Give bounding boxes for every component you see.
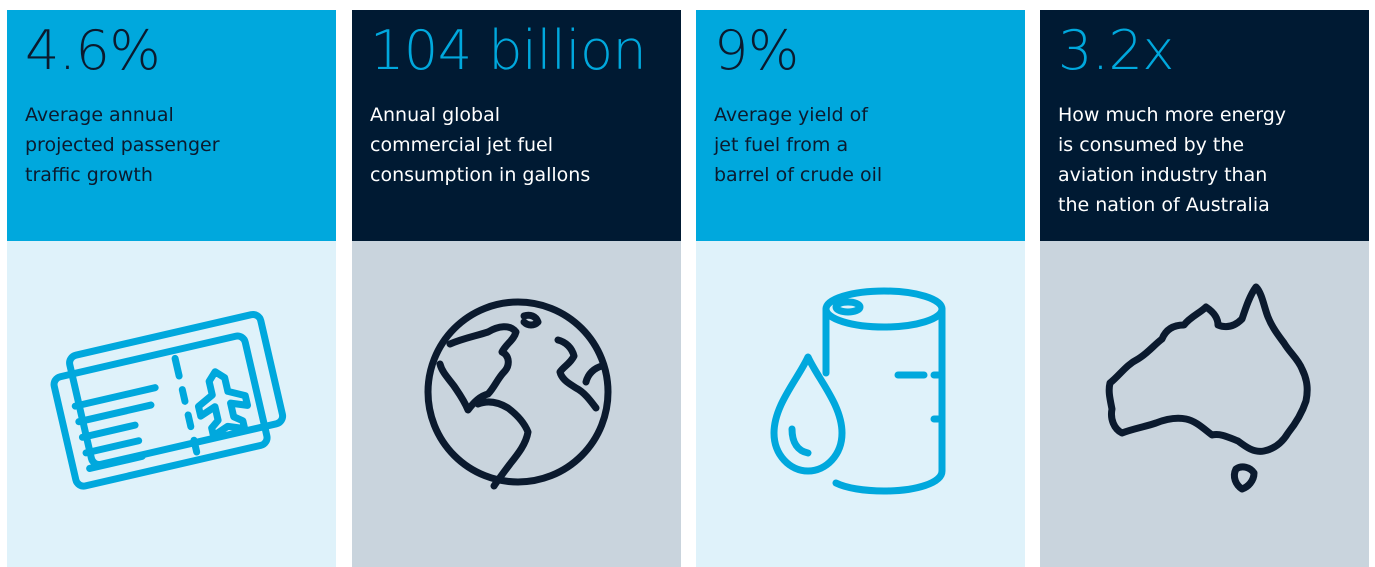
stat-value: 4.6% <box>25 19 161 82</box>
stat-card-passenger-growth: 4.6% Average annual projected passenger … <box>7 10 336 567</box>
ticket-icon <box>50 310 287 490</box>
oil-barrel-icon <box>770 287 946 495</box>
stat-card-illustration <box>696 241 1025 567</box>
stat-card-jet-fuel-consumption: 104 billion Annual global commercial jet… <box>352 10 681 567</box>
stat-card-aviation-energy: 3.2x How much more energy is consumed by… <box>1040 10 1369 567</box>
australia-map-icon <box>1105 283 1311 493</box>
stat-description: How much more energy is consumed by the … <box>1058 104 1287 216</box>
globe-icon <box>424 298 612 490</box>
stats-row: 4.6% Average annual projected passenger … <box>7 10 1369 567</box>
stat-value: 9% <box>714 19 799 82</box>
stat-description: Average annual projected passenger traff… <box>25 104 220 186</box>
stat-card-illustration <box>7 241 336 567</box>
stat-description: Average yield of jet fuel from a barrel … <box>714 104 883 186</box>
stat-card-header: 3.2x How much more energy is consumed by… <box>1040 10 1369 241</box>
stat-value: 104 billion <box>370 19 647 82</box>
stat-card-header: 9% Average yield of jet fuel from a barr… <box>696 10 1025 241</box>
stat-description: Annual global commercial jet fuel consum… <box>370 104 591 186</box>
stat-value: 3.2x <box>1058 19 1174 82</box>
stat-card-jet-fuel-yield: 9% Average yield of jet fuel from a barr… <box>696 10 1025 567</box>
stat-card-header: 104 billion Annual global commercial jet… <box>352 10 681 241</box>
stat-card-illustration <box>1040 241 1369 567</box>
stat-card-illustration <box>352 241 681 567</box>
stat-card-header: 4.6% Average annual projected passenger … <box>7 10 336 241</box>
